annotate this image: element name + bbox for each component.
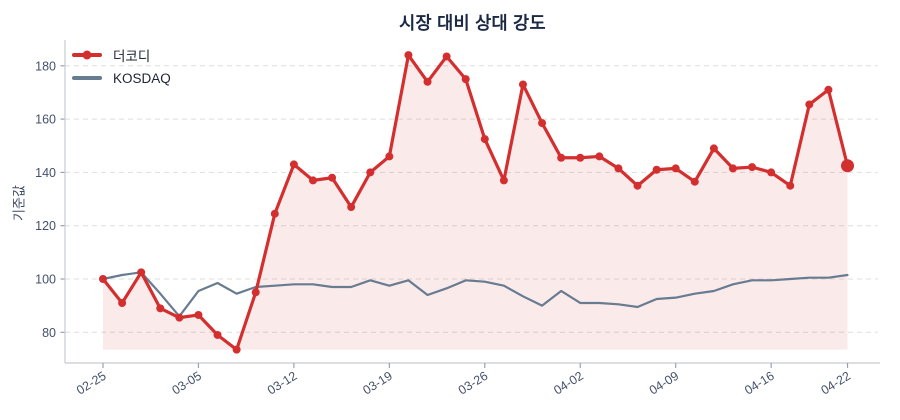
svg-text:03-12: 03-12 [265,369,300,398]
svg-text:03-26: 03-26 [456,369,491,398]
svg-text:04-16: 04-16 [742,369,777,398]
svg-text:04-22: 04-22 [819,369,854,398]
legend-label-stock: 더코디 [113,49,151,64]
svg-text:03-19: 03-19 [360,369,395,398]
legend: 더코디 KOSDAQ [72,46,171,87]
stock-line-swatch [72,50,102,60]
svg-text:120: 120 [35,219,56,233]
svg-text:04-09: 04-09 [647,369,682,398]
legend-label-kosdaq: KOSDAQ [113,70,171,86]
kosdaq-line-swatch [72,76,102,80]
svg-text:02-25: 02-25 [74,369,109,398]
legend-item-stock: 더코디 [72,46,171,64]
legend-item-kosdaq: KOSDAQ [72,69,171,87]
svg-text:100: 100 [35,273,56,287]
chart-title: 시장 대비 상대 강도 [399,13,546,33]
svg-text:160: 160 [35,113,56,127]
y-axis-label: 기준값 [11,185,27,221]
svg-text:03-05: 03-05 [169,369,204,398]
svg-text:04-02: 04-02 [551,369,586,398]
svg-text:180: 180 [35,59,56,73]
svg-text:80: 80 [42,326,56,340]
svg-text:140: 140 [35,166,56,180]
stock-marker-dot [82,50,92,60]
